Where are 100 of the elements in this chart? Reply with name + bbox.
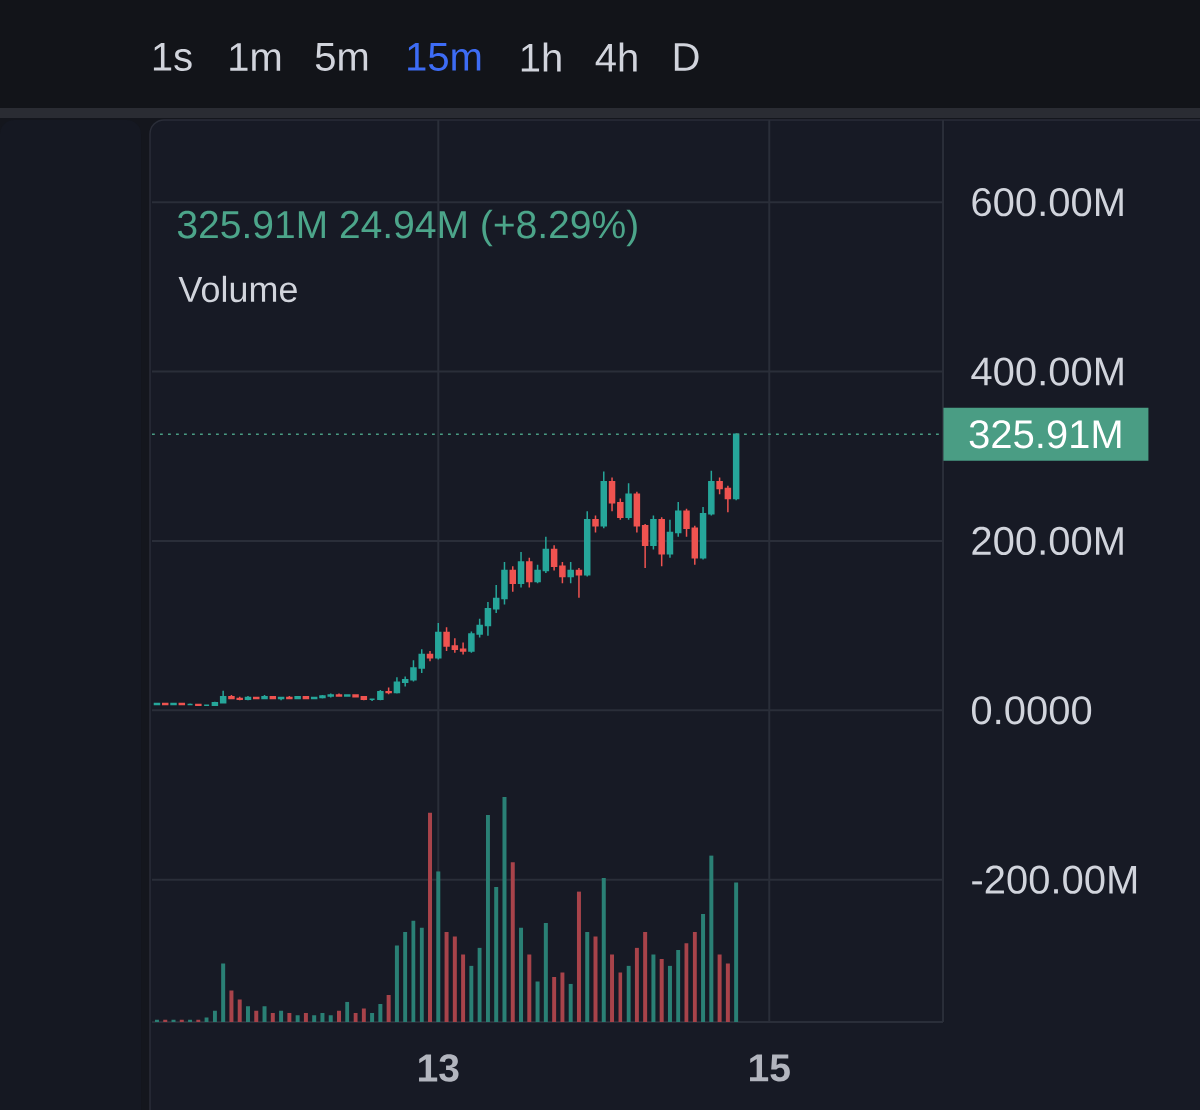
bar	[378, 1003, 383, 1022]
bar	[576, 891, 581, 1022]
bar	[212, 1010, 217, 1022]
x-tick-label: 15	[750, 1054, 790, 1082]
candlestick	[501, 561, 508, 606]
bar	[237, 999, 242, 1022]
candlestick	[517, 551, 525, 589]
candlestick	[583, 510, 591, 578]
bar	[245, 1006, 250, 1022]
bar	[452, 936, 457, 1022]
bar	[701, 913, 706, 1022]
candlestick	[526, 557, 533, 589]
ref-line-label: 325.91M	[969, 420, 1121, 449]
candlestick	[484, 601, 492, 637]
x-tick-label: 13	[419, 1054, 459, 1082]
bar	[221, 963, 226, 1022]
bar	[386, 995, 391, 1022]
candlestick	[211, 701, 219, 707]
bar	[626, 965, 631, 1022]
candlestick	[253, 696, 260, 701]
candlestick	[368, 697, 376, 702]
bar	[312, 1015, 317, 1022]
bar	[403, 932, 408, 1022]
bar	[270, 1013, 275, 1022]
bar	[717, 954, 722, 1022]
bar	[494, 887, 499, 1022]
candlestick	[286, 695, 293, 701]
bar	[485, 814, 490, 1022]
annotation: 325.91M 24.94M (+8.29%)	[177, 209, 637, 247]
candlestick	[492, 584, 500, 614]
bar	[659, 959, 664, 1022]
candlestick	[269, 695, 277, 701]
y-tick-label: 0.0000	[971, 696, 1092, 725]
candlestick	[724, 485, 732, 513]
candlestick	[633, 491, 641, 534]
candlestick	[393, 676, 401, 695]
candlestick	[650, 514, 657, 551]
bar	[667, 965, 672, 1022]
candlestick	[435, 622, 442, 661]
y-tick-label: 200.00M	[972, 526, 1123, 556]
bar	[361, 1008, 366, 1022]
text: 5m	[315, 43, 368, 71]
candlestick	[534, 563, 541, 585]
candlestick	[683, 507, 690, 538]
bar	[651, 954, 656, 1022]
candlestick	[459, 641, 467, 656]
candlestick	[443, 626, 450, 652]
text: 1m	[230, 43, 281, 71]
bar	[254, 1010, 259, 1022]
candlestick	[335, 692, 343, 698]
bar	[692, 932, 697, 1022]
bar	[370, 1013, 375, 1022]
candlestick	[170, 702, 177, 706]
candlestick	[401, 675, 409, 688]
bar	[643, 932, 648, 1022]
candlestick	[261, 694, 268, 701]
bar	[295, 1015, 300, 1022]
bar	[510, 862, 515, 1022]
candlestick	[691, 524, 699, 566]
bar	[428, 812, 433, 1022]
bar	[337, 1010, 341, 1022]
candlestick	[575, 567, 583, 599]
bar	[436, 871, 441, 1022]
bar	[519, 927, 524, 1022]
bar	[328, 1015, 333, 1022]
candlestick	[716, 476, 723, 496]
bar	[469, 965, 474, 1022]
candlestick	[617, 497, 624, 521]
bar	[527, 954, 532, 1022]
candlestick	[625, 482, 632, 521]
candlestick	[203, 703, 210, 707]
candlestick	[302, 695, 310, 701]
candlestick	[195, 703, 202, 707]
candlestick	[641, 523, 649, 569]
bar	[502, 797, 507, 1022]
candlestick	[377, 689, 384, 701]
text: D	[674, 43, 699, 71]
bar	[601, 877, 606, 1022]
candlestick	[658, 516, 665, 568]
bar	[676, 950, 681, 1022]
bar	[593, 936, 598, 1022]
candlestick	[385, 686, 392, 695]
bar	[229, 990, 234, 1022]
y-tick-label: 400.00M	[971, 357, 1123, 386]
candlestick	[567, 561, 574, 585]
bar	[461, 954, 466, 1022]
candlestick	[699, 506, 707, 561]
text: 1h	[521, 42, 561, 72]
bar	[320, 1013, 325, 1022]
y-tick-label: 600.00M	[972, 187, 1123, 217]
text: 15m	[408, 43, 481, 71]
bar	[543, 923, 548, 1022]
bar	[419, 927, 424, 1022]
candlestick	[352, 693, 359, 699]
bar	[353, 1013, 358, 1022]
candlestick	[608, 476, 616, 513]
candlestick	[542, 535, 550, 574]
candlestick	[244, 695, 252, 701]
bar	[610, 954, 615, 1022]
candlestick	[550, 544, 558, 572]
